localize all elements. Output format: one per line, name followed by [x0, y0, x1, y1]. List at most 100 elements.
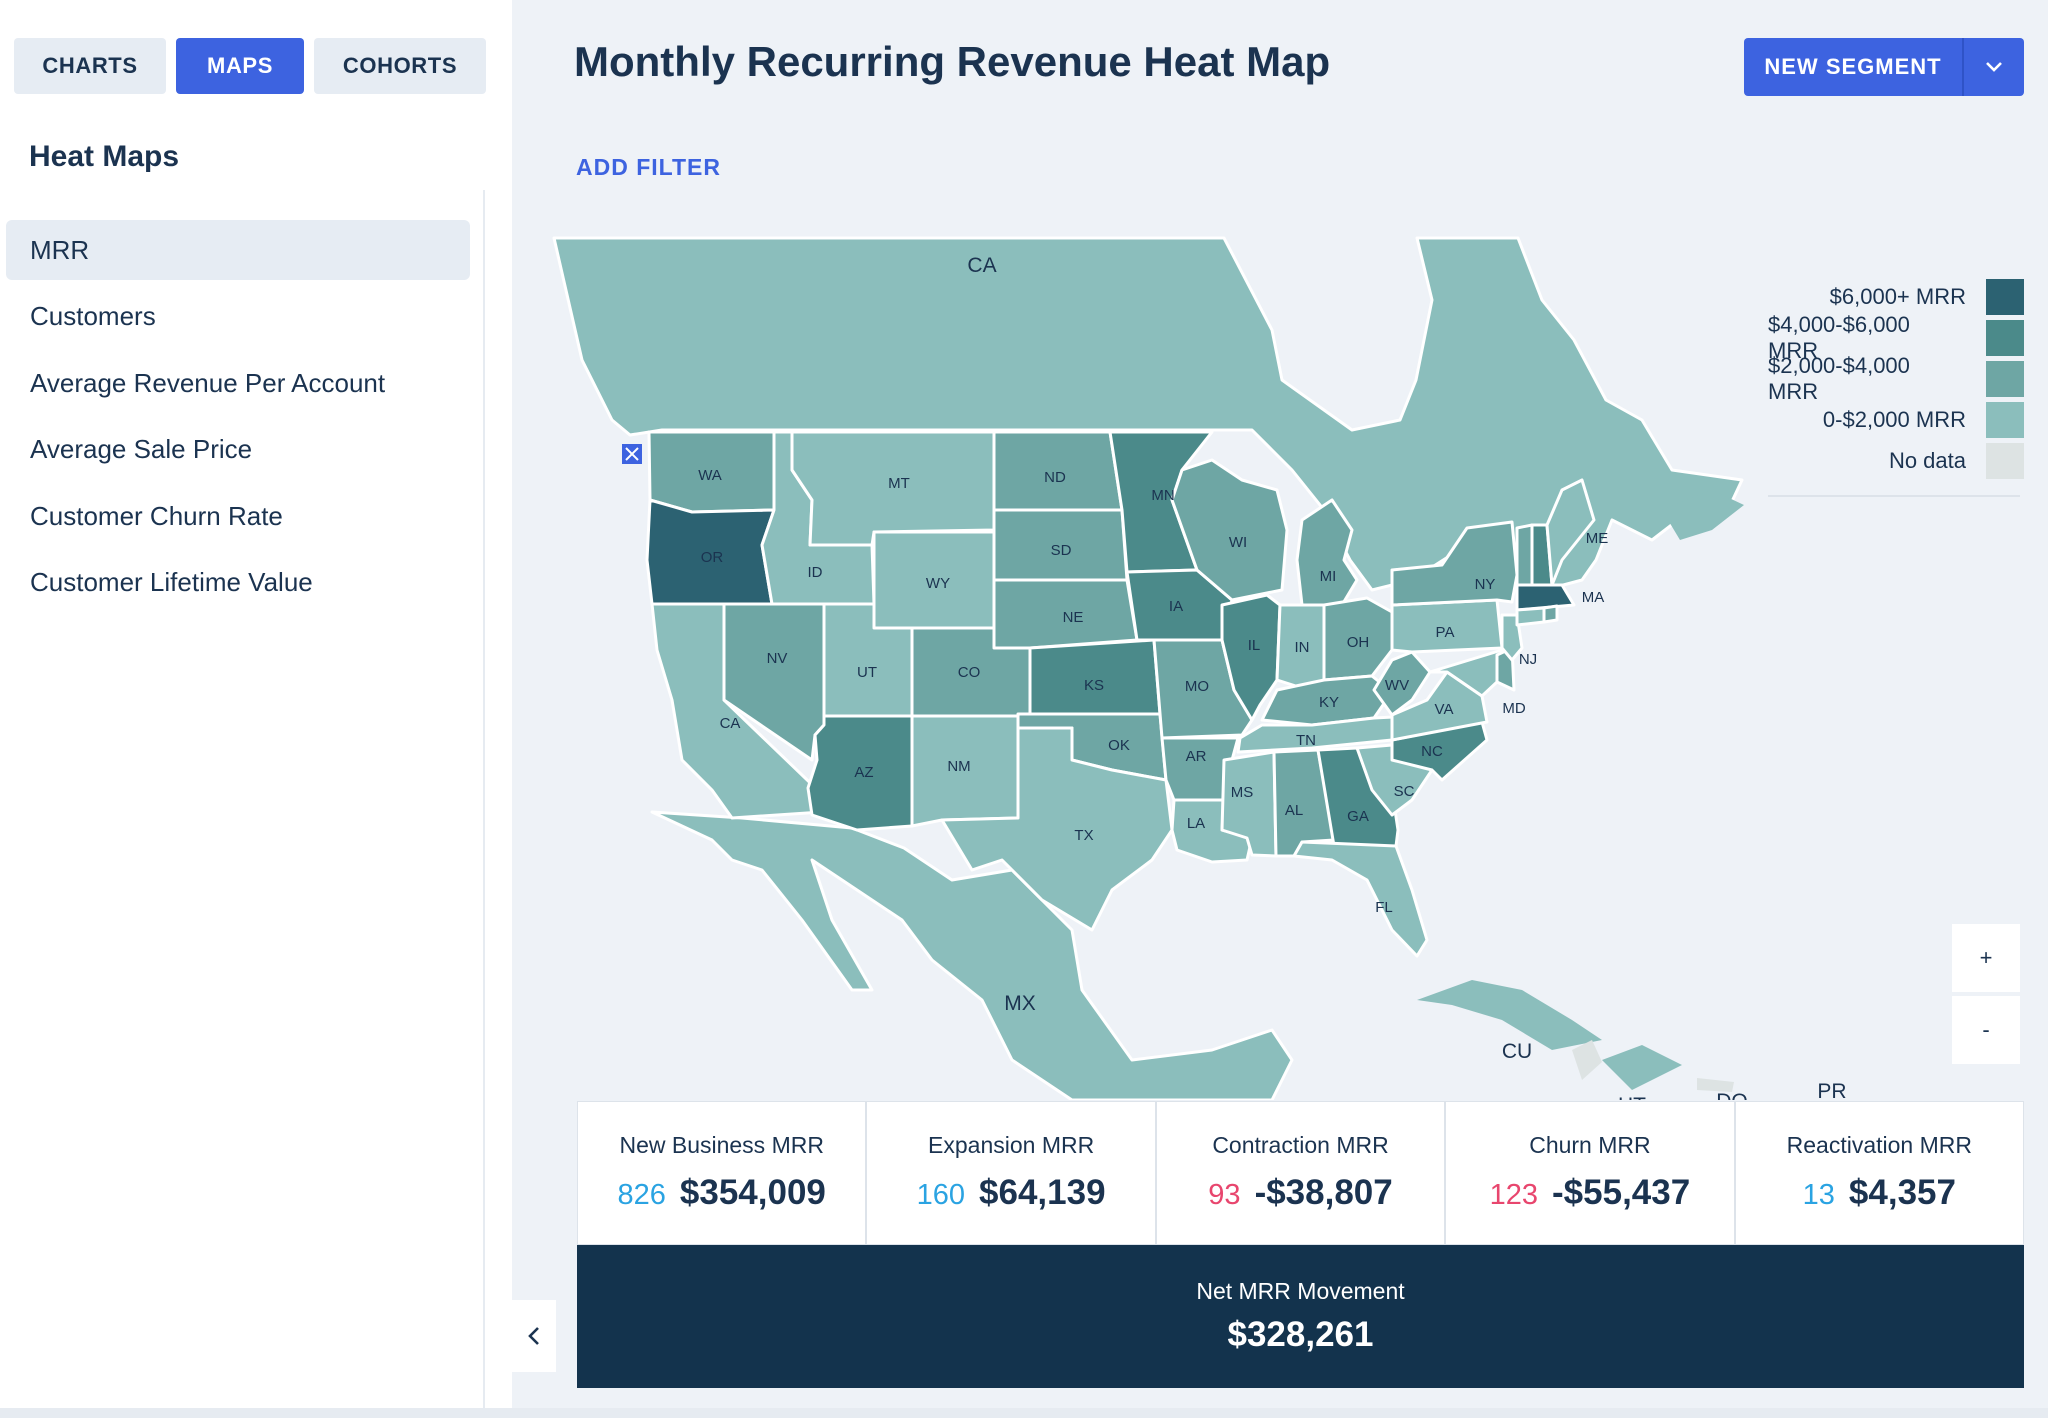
map-svg[interactable]: CA MX CU PR DO HT WA OR CA ID NV MT WY U…	[512, 230, 2048, 1100]
stat-label: Reactivation MRR	[1786, 1132, 1972, 1158]
nav-item-ltv[interactable]: Customer Lifetime Value	[30, 567, 313, 598]
nav-item-churn-rate[interactable]: Customer Churn Rate	[30, 500, 283, 531]
net-value: $328,261	[1227, 1315, 1374, 1354]
sidebar-divider	[483, 190, 485, 1418]
label-pr: PR	[1817, 1080, 1846, 1100]
region-canada-east[interactable]	[1662, 490, 1744, 540]
label-ok: OK	[1108, 737, 1130, 754]
collapse-sidebar-button[interactable]	[512, 1300, 556, 1372]
stat-label: New Business MRR	[619, 1132, 824, 1158]
zoom-out-button[interactable]: -	[1952, 996, 2020, 1064]
label-ut: UT	[857, 664, 877, 681]
region-puerto-rico[interactable]	[1697, 1078, 1734, 1092]
state-tx[interactable]	[940, 726, 1174, 932]
region-canada[interactable]	[552, 236, 1744, 592]
state-mi[interactable]	[1295, 498, 1359, 607]
state-ma[interactable]	[1515, 583, 1576, 612]
zoom-controls: + -	[1952, 924, 2020, 1064]
nav-item-arpa[interactable]: Average Revenue Per Account	[30, 367, 386, 398]
region-haiti[interactable]	[1572, 1040, 1602, 1080]
nav-item-mrr[interactable]: MRR	[6, 220, 470, 280]
state-fl[interactable]	[1292, 840, 1429, 958]
label-nj: NJ	[1519, 651, 1537, 668]
nav-item-asp[interactable]: Average Sale Price	[30, 434, 253, 465]
stat-contraction: Contraction MRR 93 -$38,807	[1157, 1102, 1447, 1244]
stat-value: -$55,437	[1552, 1173, 1691, 1212]
stat-label: Expansion MRR	[928, 1132, 1095, 1158]
section-title: Heat Maps	[29, 140, 180, 173]
new-segment-split-button: NEW SEGMENT	[1744, 38, 2024, 96]
main-panel: Monthly Recurring Revenue Heat Map NEW S…	[512, 0, 2048, 1418]
legend-swatch	[1986, 278, 2024, 315]
label-sc: SC	[1394, 783, 1415, 800]
label-ma: MA	[1582, 589, 1605, 606]
label-ga: GA	[1347, 808, 1369, 825]
stat-value: $4,357	[1848, 1173, 1956, 1212]
label-nd: ND	[1044, 469, 1066, 486]
legend-item: 0-$2,000 MRR	[1768, 399, 2024, 440]
new-segment-button[interactable]: NEW SEGMENT	[1764, 54, 1942, 79]
split-divider	[1962, 38, 1964, 96]
label-mi: MI	[1320, 568, 1337, 585]
label-ca-region: CA	[967, 254, 996, 277]
label-mo: MO	[1185, 678, 1209, 695]
label-me: ME	[1586, 530, 1609, 547]
label-ny: NY	[1475, 576, 1496, 593]
region-cuba[interactable]	[1417, 980, 1602, 1050]
label-nc: NC	[1421, 743, 1443, 760]
label-mt: MT	[888, 475, 910, 492]
stat-new-business: New Business MRR 826 $354,009	[578, 1102, 868, 1244]
region-mexico[interactable]	[650, 810, 1294, 1100]
state-ct[interactable]	[1515, 606, 1546, 627]
stat-label: Contraction MRR	[1212, 1132, 1389, 1158]
label-ia: IA	[1169, 598, 1183, 615]
label-nm: NM	[947, 758, 970, 775]
state-il[interactable]	[1220, 593, 1282, 722]
tab-charts[interactable]: CHARTS	[14, 38, 166, 94]
tab-cohorts[interactable]: COHORTS	[314, 38, 486, 94]
label-md: MD	[1502, 700, 1525, 717]
state-wi[interactable]	[1170, 458, 1289, 602]
chevron-down-icon	[1986, 62, 2002, 72]
label-az: AZ	[854, 764, 873, 781]
legend-label: $6,000+ MRR	[1829, 283, 1966, 309]
sidebar: CHARTS MAPS COHORTS Heat Maps MRR Custom…	[0, 0, 512, 1418]
legend-swatch	[1986, 401, 2024, 438]
tab-maps[interactable]: MAPS	[176, 38, 304, 94]
legend-item: No data	[1768, 440, 2024, 481]
state-ri[interactable]	[1542, 604, 1559, 624]
label-do: DO	[1716, 1090, 1748, 1100]
label-ar: AR	[1186, 748, 1207, 765]
legend-item: $6,000+ MRR	[1768, 276, 2024, 317]
stat-count: 13	[1802, 1179, 1835, 1211]
stat-churn: Churn MRR 123 -$55,437	[1446, 1102, 1736, 1244]
label-tx: TX	[1074, 827, 1093, 844]
label-nv: NV	[767, 650, 788, 667]
label-va: VA	[1435, 701, 1454, 718]
label-la: LA	[1187, 815, 1205, 832]
nav-item-customers[interactable]: Customers	[30, 301, 156, 332]
legend-divider	[1768, 495, 2020, 497]
add-filter-button[interactable]: ADD FILTER	[576, 154, 722, 180]
label-in: IN	[1295, 639, 1310, 656]
bottom-edge	[0, 1408, 2048, 1418]
view-tabs: CHARTS MAPS COHORTS	[14, 38, 486, 94]
page-title: Monthly Recurring Revenue Heat Map	[574, 38, 1331, 85]
label-wv: WV	[1385, 677, 1409, 694]
stat-reactivation: Reactivation MRR 13 $4,357	[1736, 1102, 2023, 1244]
heat-map-nav: MRR Customers Average Revenue Per Accoun…	[6, 220, 470, 620]
stat-count: 826	[617, 1179, 666, 1211]
zoom-divider	[1952, 992, 2020, 996]
label-ky: KY	[1319, 694, 1339, 711]
state-md[interactable]	[1428, 648, 1504, 698]
segment-dropdown-toggle[interactable]	[1964, 38, 2024, 96]
label-wi: WI	[1229, 534, 1247, 551]
state-vt[interactable]	[1515, 523, 1534, 587]
stat-label: Churn MRR	[1529, 1132, 1651, 1158]
stat-count: 123	[1489, 1179, 1539, 1211]
region-dominican-republic[interactable]	[1602, 1045, 1682, 1090]
mrr-stats: New Business MRR 826 $354,009 Expansion M…	[577, 1101, 2024, 1245]
label-ks: KS	[1084, 677, 1104, 694]
zoom-in-button[interactable]: +	[1952, 924, 2020, 992]
heat-map[interactable]: CA MX CU PR DO HT WA OR CA ID NV MT WY U…	[512, 230, 2048, 1100]
